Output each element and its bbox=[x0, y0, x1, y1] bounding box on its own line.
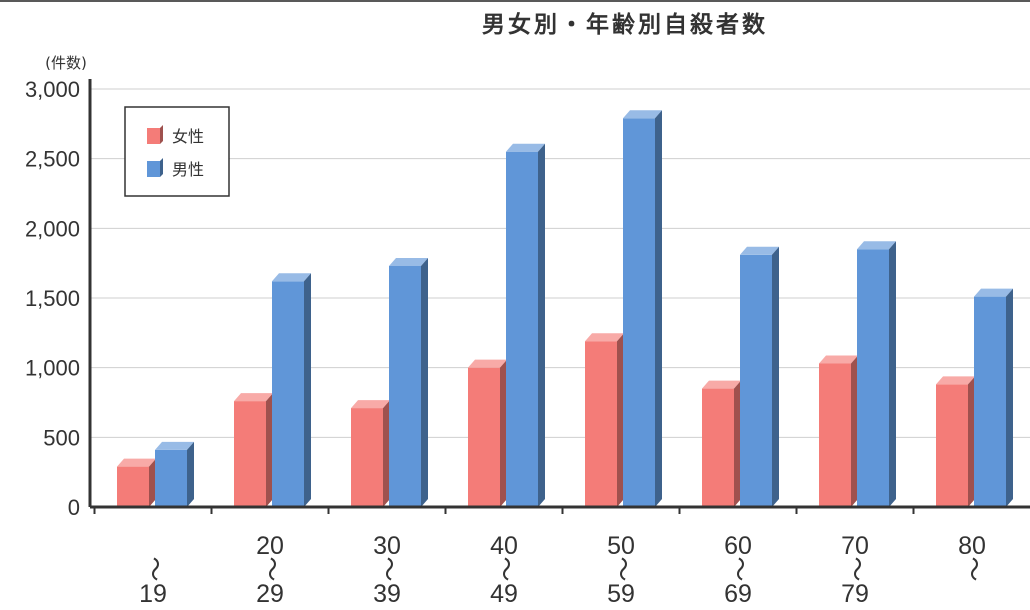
svg-text:〜: 〜 bbox=[374, 556, 402, 581]
x-category-label: 60〜69 bbox=[724, 532, 753, 608]
svg-text:〜: 〜 bbox=[959, 556, 987, 581]
bars bbox=[117, 110, 1013, 507]
svg-text:29: 29 bbox=[256, 580, 284, 608]
bar bbox=[117, 458, 156, 507]
bar bbox=[936, 376, 975, 507]
legend-item: 男性 bbox=[147, 158, 204, 179]
y-tick-label: 1,500 bbox=[25, 286, 80, 311]
bar bbox=[155, 441, 194, 507]
x-category-label: 50〜59 bbox=[607, 532, 636, 608]
svg-text:19: 19 bbox=[139, 580, 167, 608]
y-axis-unit-label: (件数) bbox=[45, 54, 87, 72]
legend-box bbox=[124, 106, 230, 197]
bar bbox=[506, 143, 545, 507]
bar bbox=[389, 257, 428, 507]
svg-text:40: 40 bbox=[490, 532, 518, 560]
svg-text:〜: 〜 bbox=[491, 556, 519, 581]
svg-text:〜: 〜 bbox=[140, 556, 168, 581]
bar bbox=[272, 273, 311, 507]
x-category-label: 70〜79 bbox=[841, 532, 870, 608]
x-category-label: 30〜39 bbox=[373, 532, 402, 608]
svg-text:70: 70 bbox=[841, 532, 869, 560]
y-tick-label: 500 bbox=[43, 425, 80, 450]
bar bbox=[702, 380, 741, 507]
bar bbox=[857, 241, 896, 507]
x-category-label: 80〜 bbox=[958, 532, 987, 582]
bar bbox=[468, 359, 507, 507]
svg-text:〜: 〜 bbox=[257, 556, 285, 581]
bar bbox=[585, 333, 624, 507]
svg-text:50: 50 bbox=[607, 532, 635, 560]
svg-text:49: 49 bbox=[490, 580, 518, 608]
legend-item: 女性 bbox=[147, 125, 204, 146]
y-tick-label: 0 bbox=[68, 495, 80, 520]
svg-text:59: 59 bbox=[607, 580, 635, 608]
svg-text:80: 80 bbox=[958, 532, 986, 560]
svg-text:60: 60 bbox=[724, 532, 752, 560]
svg-text:39: 39 bbox=[373, 580, 401, 608]
x-category-label: 〜19 bbox=[139, 556, 168, 608]
y-tick-label: 2,000 bbox=[25, 216, 80, 241]
legend-label: 女性 bbox=[172, 127, 204, 146]
axes bbox=[88, 79, 1030, 514]
bar bbox=[974, 288, 1013, 507]
x-category-label: 40〜49 bbox=[490, 532, 519, 608]
svg-text:79: 79 bbox=[841, 580, 869, 608]
bar bbox=[819, 355, 858, 507]
bar bbox=[351, 400, 390, 507]
bar bbox=[623, 110, 662, 507]
svg-text:20: 20 bbox=[256, 532, 284, 560]
y-tick-label: 2,500 bbox=[25, 147, 80, 172]
svg-text:〜: 〜 bbox=[608, 556, 636, 581]
svg-text:30: 30 bbox=[373, 532, 401, 560]
svg-text:〜: 〜 bbox=[725, 556, 753, 581]
x-category-label: 20〜29 bbox=[256, 532, 285, 608]
bar bbox=[740, 246, 779, 507]
y-tick-label: 3,000 bbox=[25, 77, 80, 102]
svg-text:69: 69 bbox=[724, 580, 752, 608]
chart-title: 男女別・年齢別自殺者数 bbox=[482, 11, 768, 38]
y-axis-ticks: 0 500 1,000 1,500 2,000 2,500 3,000 bbox=[25, 77, 80, 520]
bar bbox=[234, 393, 273, 507]
svg-text:〜: 〜 bbox=[842, 556, 870, 581]
legend-label: 男性 bbox=[172, 160, 204, 179]
y-tick-label: 1,000 bbox=[25, 356, 80, 381]
